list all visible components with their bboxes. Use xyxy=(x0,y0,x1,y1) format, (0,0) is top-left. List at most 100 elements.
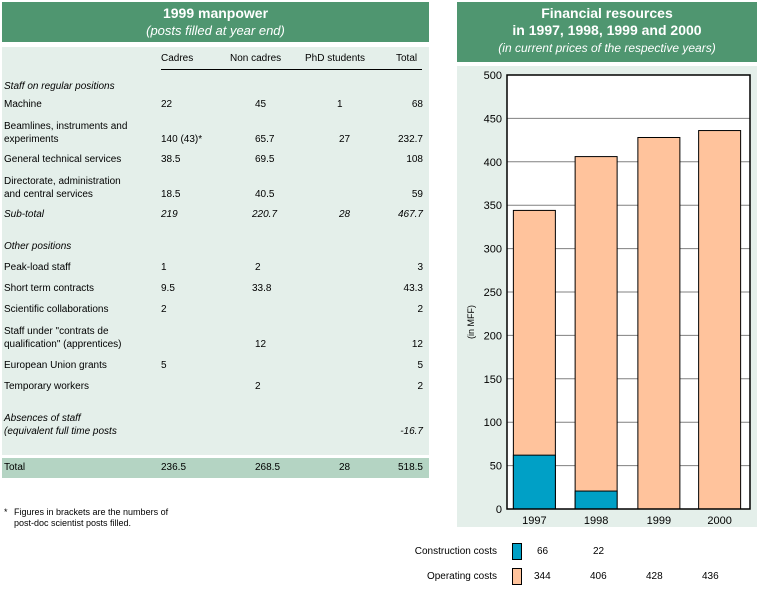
total-label: Total xyxy=(4,462,26,473)
row-label: European Union grants xyxy=(4,360,107,371)
value-operating-1999: 428 xyxy=(646,571,663,582)
bar-operating-costs xyxy=(574,156,618,510)
cell-non-cadres: 45 xyxy=(255,99,267,110)
cell-phd: 27 xyxy=(339,134,351,145)
y-tick-label: 100 xyxy=(484,417,502,429)
value-construction-1997: 66 xyxy=(537,546,549,557)
x-tick-label: 1997 xyxy=(522,515,546,527)
manpower-header: 1999 manpower (posts filled at year end) xyxy=(2,2,429,42)
value-operating-1997: 344 xyxy=(534,571,551,582)
y-tick-label: 150 xyxy=(484,374,502,386)
legend-label-construction: Construction costs xyxy=(414,546,497,557)
financial-chart: 0 50 100 150 200 250 300 350 400 450 500 1997 1998 19… xyxy=(466,70,751,527)
legend-label-operating: Operating costs xyxy=(426,571,497,582)
chart-header: Financial resources in 1997, 1998, 1999 … xyxy=(457,2,757,62)
cell-total: 2 xyxy=(417,381,423,392)
cell-total: 5 xyxy=(417,360,423,371)
row-label-cont: qualification" (apprentices) xyxy=(4,339,122,350)
legend-swatch-operating xyxy=(512,568,522,585)
total-total: 518.5 xyxy=(397,462,423,473)
section-regular-positions: Staff on regular positions xyxy=(4,81,115,92)
x-tick-label: 1999 xyxy=(647,515,671,527)
column-header-cadres: Cadres xyxy=(161,53,194,64)
section-other-positions: Other positions xyxy=(4,241,72,252)
row-label-cont: experiments xyxy=(4,134,59,145)
y-tick-label: 450 xyxy=(484,113,502,125)
footnote: * Figures in brackets are the numbers of p… xyxy=(4,507,168,529)
subtotal-cadres: 219 xyxy=(161,209,178,220)
column-header-total: Total xyxy=(396,53,418,64)
row-label: Staff under "contrats de xyxy=(4,326,109,337)
cell-cadres: 140 (43)* xyxy=(161,134,203,145)
cell-phd: 1 xyxy=(337,99,343,110)
y-tick-label: 350 xyxy=(484,200,502,212)
absences-total: -16.7 xyxy=(400,426,423,437)
footnote-line1: Figures in brackets are the numbers of xyxy=(14,507,169,517)
cell-non-cadres: 65.7 xyxy=(255,134,275,145)
chart-title: Financial resources xyxy=(541,5,673,21)
subtotal-phd: 28 xyxy=(339,209,351,220)
y-tick-label: 500 xyxy=(484,70,502,82)
cell-non-cadres: 33.8 xyxy=(252,283,272,294)
y-tick-label: 50 xyxy=(490,461,502,473)
footnote-line2: post-doc scientist posts filled. xyxy=(14,518,132,528)
cell-cadres: 2 xyxy=(161,304,167,315)
x-tick-label: 1998 xyxy=(584,515,608,527)
cell-total: 68 xyxy=(411,99,423,110)
row-label: Scientific collaborations xyxy=(4,304,109,315)
x-tick-label: 2000 xyxy=(707,515,731,527)
subtotal-non-cadres: 220.7 xyxy=(252,209,278,220)
absences-label: Absences of staff xyxy=(4,413,81,424)
row-label: Short term contracts xyxy=(4,283,95,294)
cell-cadres: 18.5 xyxy=(161,189,181,200)
row-label: Machine xyxy=(4,99,42,110)
total-non-cadres: 268.5 xyxy=(255,462,281,473)
row-label-cont: and central services xyxy=(4,189,93,200)
column-header-non-cadres: Non cadres xyxy=(230,53,282,64)
column-header-phd: PhD students xyxy=(305,53,366,64)
subtotal-label: Sub-total xyxy=(4,209,45,220)
cell-total: 12 xyxy=(411,339,423,350)
y-tick-label: 0 xyxy=(496,504,502,516)
legend-swatch-construction xyxy=(512,543,522,560)
value-construction-1998: 22 xyxy=(593,546,605,557)
row-label: General technical services xyxy=(4,154,122,165)
cell-cadres: 1 xyxy=(161,262,167,273)
plot-frame xyxy=(506,74,751,510)
row-label: Beamlines, instruments and xyxy=(4,121,128,132)
cell-non-cadres: 40.5 xyxy=(255,189,275,200)
footnote-mark: * xyxy=(4,507,8,517)
cell-total: 108 xyxy=(406,154,423,165)
row-label: Directorate, administration xyxy=(4,176,121,187)
chart-title-line2: in 1997, 1998, 1999 and 2000 xyxy=(512,22,702,38)
bar-construction-costs xyxy=(512,454,556,510)
value-operating-2000: 436 xyxy=(702,571,719,582)
cell-cadres: 5 xyxy=(161,360,167,371)
total-phd: 28 xyxy=(339,462,351,473)
header-rule xyxy=(161,69,422,70)
value-operating-1998: 406 xyxy=(590,571,607,582)
absences-label-cont: (equivalent full time posts xyxy=(4,426,117,437)
cell-cadres: 22 xyxy=(161,99,173,110)
chart-subtitle: (in current prices of the respective yea… xyxy=(498,41,716,55)
cell-total: 232.7 xyxy=(397,134,423,145)
cell-cadres: 9.5 xyxy=(161,283,175,294)
cell-non-cadres: 69.5 xyxy=(255,154,275,165)
row-label: Peak-load staff xyxy=(4,262,71,273)
y-axis-label: (in MFF) xyxy=(466,305,476,339)
total-cadres: 236.5 xyxy=(161,462,187,473)
manpower-table-panel xyxy=(2,47,429,455)
cell-non-cadres: 2 xyxy=(255,262,261,273)
cell-non-cadres: 2 xyxy=(255,381,261,392)
cell-total: 3 xyxy=(417,262,423,273)
total-row xyxy=(2,458,429,478)
cell-total: 2 xyxy=(417,304,423,315)
cell-total: 43.3 xyxy=(403,283,423,294)
y-tick-label: 300 xyxy=(484,244,502,256)
row-label: Temporary workers xyxy=(4,381,90,392)
subtotal-total: 467.7 xyxy=(397,209,423,220)
cell-total: 59 xyxy=(411,189,423,200)
manpower-title: 1999 manpower xyxy=(162,5,269,21)
bar-construction-costs xyxy=(574,490,618,510)
y-tick-label: 250 xyxy=(484,287,502,299)
